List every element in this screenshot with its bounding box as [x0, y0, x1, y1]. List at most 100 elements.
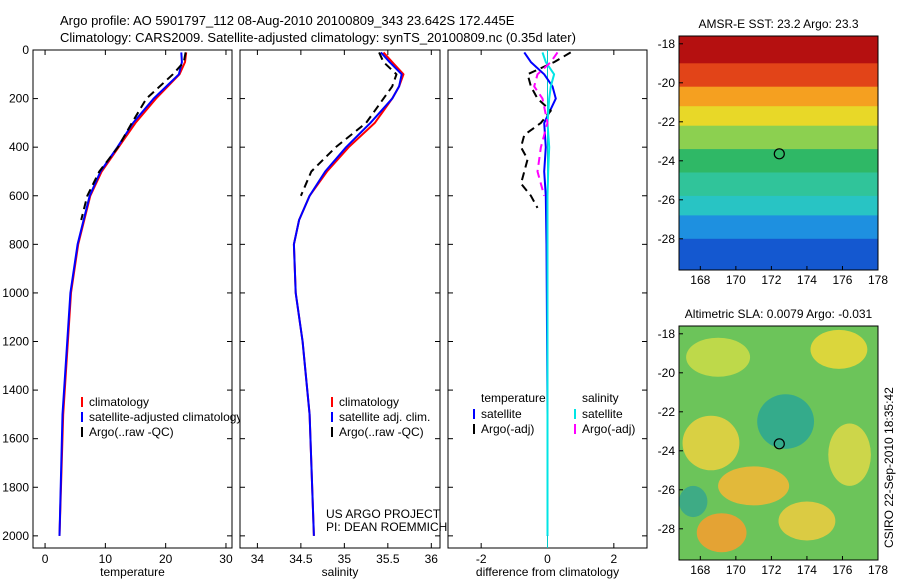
profile-panel-0: 0 10 20 30 0 200 400 600 800 1000 1200 1400 1600 1800…: [2, 43, 242, 579]
map-title: Altimetric SLA: 0.0079 Argo: -0.031: [685, 307, 873, 321]
sst-band: [679, 36, 878, 65]
legend-heading-salinity: salinity: [582, 391, 619, 405]
sst-band: [679, 125, 878, 151]
argo-float-marker: [773, 148, 785, 160]
map-frame: [678, 35, 879, 271]
x-tick-label: 35.5: [376, 552, 400, 566]
map-frame: [678, 325, 879, 561]
map-panel-0: 168 170 172 174 176 178 -18 -20 -22 -24 -26 -28 AMSR…: [658, 17, 889, 287]
series-line: [541, 52, 556, 536]
pi-label: PI: DEAN ROEMMICH: [326, 520, 447, 534]
y-tick-label: 400: [9, 140, 29, 154]
x-axis-label: temperature: [100, 565, 165, 579]
sst-band: [679, 106, 878, 127]
argo-float-marker: [773, 438, 785, 450]
sla-anomaly: [696, 513, 747, 553]
map-y-tick-label: -24: [658, 444, 676, 458]
sst-band: [679, 195, 878, 217]
panel-frame: [239, 49, 441, 549]
series-line: [299, 51, 398, 197]
y-tick-label: 1400: [2, 383, 29, 397]
x-tick-label: -2: [476, 552, 487, 566]
legend-label: climatology: [89, 395, 149, 409]
map-x-tick-label: 176: [832, 563, 852, 577]
series-line: [520, 51, 572, 209]
series-line: [80, 52, 187, 221]
legend-label: Argo(..raw -QC): [339, 425, 424, 439]
legend-label: satellite: [481, 407, 522, 421]
legend-label: Argo(-adj): [582, 422, 635, 436]
legend-label: satellite: [582, 407, 623, 421]
map-y-tick-label: -18: [658, 327, 676, 341]
x-tick-label: 2: [610, 552, 617, 566]
map-field: [679, 326, 878, 560]
sst-band: [679, 172, 878, 197]
series-line: [533, 51, 559, 197]
sla-anomaly: [810, 329, 868, 369]
sst-band: [679, 63, 878, 88]
map-x-tick-label: 176: [832, 273, 852, 287]
csiro-timestamp: CSIRO 22-Sep-2010 18:35:42: [882, 387, 896, 548]
map-y-tick-label: -20: [658, 366, 676, 380]
sla-anomaly: [682, 415, 740, 471]
sla-anomaly: [757, 394, 815, 449]
map-y-tick-label: -28: [658, 232, 676, 246]
figure-title-line1: Argo profile: AO 5901797_112 08-Aug-2010…: [60, 13, 515, 28]
map-y-tick-label: -18: [658, 37, 676, 51]
x-tick-label: 34: [251, 552, 265, 566]
y-tick-label: 200: [9, 92, 29, 106]
map-field: [679, 36, 878, 270]
map-x-tick-label: 168: [690, 273, 710, 287]
map-y-tick-label: -22: [658, 405, 676, 419]
x-tick-label: 34.5: [289, 552, 313, 566]
sst-band: [679, 215, 878, 240]
map-x-tick-label: 168: [690, 563, 710, 577]
map-panel-1: 168 170 172 174 176 178 -18 -20 -22 -24 -26 -28 Alti…: [658, 307, 889, 577]
sla-anomaly: [828, 423, 871, 486]
map-x-tick-label: 174: [797, 273, 817, 287]
map-y-tick-label: -20: [658, 76, 676, 90]
figure-title-line2: Climatology: CARS2009. Satellite-adjuste…: [60, 30, 576, 45]
map-x-tick-label: 172: [761, 563, 781, 577]
sst-band: [679, 238, 878, 270]
map-x-tick-label: 170: [726, 273, 746, 287]
sst-band: [679, 86, 878, 108]
map-y-tick-label: -22: [658, 115, 676, 129]
x-tick-label: 35: [338, 552, 352, 566]
y-tick-label: 1200: [2, 335, 29, 349]
map-title: AMSR-E SST: 23.2 Argo: 23.3: [698, 17, 858, 31]
map-x-tick-label: 178: [868, 563, 888, 577]
map-x-tick-label: 174: [797, 563, 817, 577]
map-x-tick-label: 172: [761, 273, 781, 287]
y-tick-label: 800: [9, 237, 29, 251]
sst-band: [679, 149, 878, 174]
sla-anomaly: [686, 337, 751, 377]
legend-label: climatology: [339, 395, 399, 409]
sla-anomaly: [679, 485, 708, 518]
map-y-tick-label: -26: [658, 483, 676, 497]
x-tick-label: 0: [42, 552, 49, 566]
x-tick-label: 30: [219, 552, 233, 566]
legend-label: satellite adj. clim.: [339, 410, 430, 424]
project-label: US ARGO PROJECT: [326, 507, 441, 521]
legend-label: Argo(..raw -QC): [89, 425, 174, 439]
x-axis-label: salinity: [322, 565, 359, 579]
map-y-tick-label: -24: [658, 154, 676, 168]
map-x-tick-label: 178: [868, 273, 888, 287]
x-tick-label: 0: [544, 552, 551, 566]
x-axis-label: difference from climatology: [476, 565, 619, 579]
panel-frame: [32, 49, 233, 549]
map-y-tick-label: -28: [658, 522, 676, 536]
legend-label: satellite-adjusted climatology: [89, 410, 242, 424]
y-tick-label: 2000: [2, 529, 29, 543]
x-tick-label: 20: [159, 552, 173, 566]
legend-label: Argo(-adj): [481, 422, 534, 436]
y-tick-label: 1800: [2, 480, 29, 494]
series-line: [292, 51, 403, 536]
legend-heading-temperature: temperature: [481, 391, 546, 405]
y-tick-label: 0: [22, 43, 29, 57]
profile-panel-1: 34 34.5 35 35.5 36 salinity climatologysatelli…: [239, 49, 441, 579]
y-tick-label: 600: [9, 189, 29, 203]
